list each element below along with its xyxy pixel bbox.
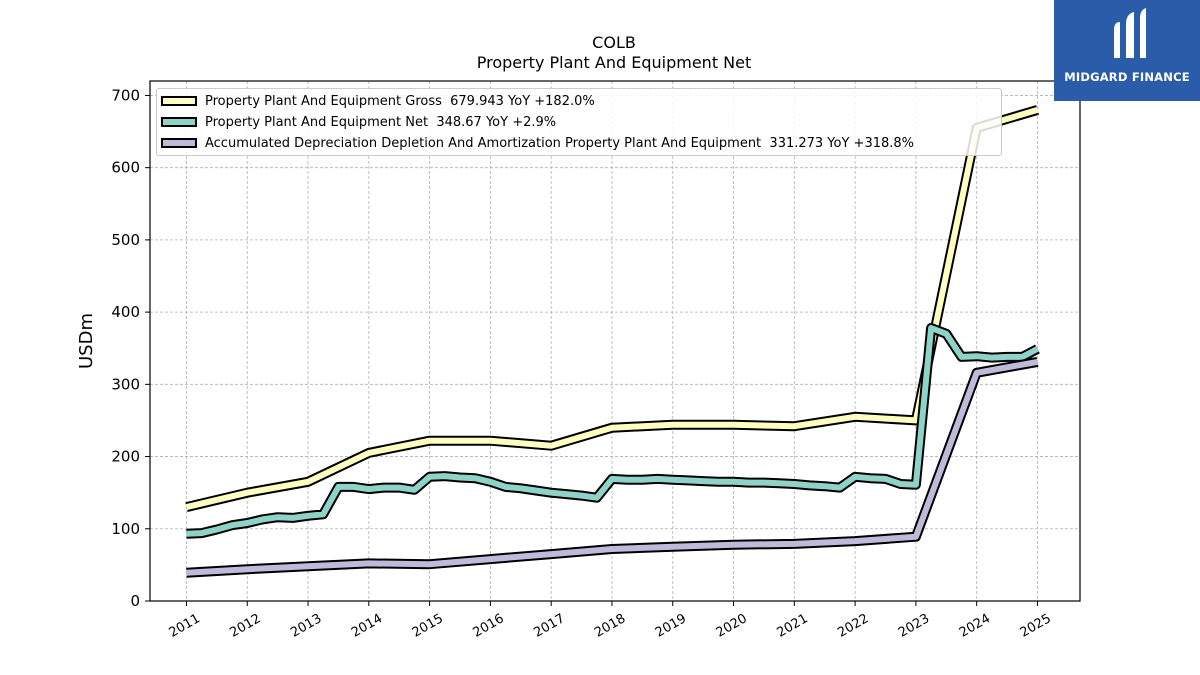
legend-label-gross: Property Plant And Equipment Gross 679.9…: [205, 93, 595, 109]
brand-name: MIDGARD FINANCE: [1064, 70, 1190, 84]
x-tick-label: 2017: [531, 611, 567, 641]
series-line-0: [185, 107, 1039, 511]
plot-frame: [149, 80, 1081, 602]
x-tick-label: 2011: [167, 611, 203, 641]
x-tick-label: 2018: [592, 611, 628, 641]
series-line-1: [186, 325, 1039, 537]
legend-label-net: Property Plant And Equipment Net 348.67 …: [205, 114, 557, 130]
y-tick-label: 700: [111, 86, 140, 104]
chart-subtitle: Property Plant And Equipment Net: [477, 53, 752, 72]
x-tick-label: 2015: [410, 611, 446, 641]
legend-swatch-accumulated: [161, 138, 197, 148]
x-tick-label: 2022: [835, 611, 871, 641]
chart-title: COLB: [592, 33, 636, 52]
legend-item-net: Property Plant And Equipment Net 348.67 …: [161, 114, 556, 130]
y-tick-label: 100: [111, 520, 140, 538]
series-lines: [185, 105, 1040, 578]
y-tick-label: 0: [130, 592, 140, 610]
grid: [150, 81, 1080, 602]
legend-item-accumulated: Accumulated Depreciation Depletion And A…: [161, 135, 914, 151]
legend: Property Plant And Equipment Gross 679.9…: [156, 88, 1002, 156]
axis-ticks: 0 100 200 300 400 500 600 700 2011 2012 2013 2014 20…: [111, 86, 1053, 640]
y-tick-label: 200: [111, 448, 140, 466]
legend-swatch-net: [161, 117, 197, 127]
logo-mark-icon: [1114, 8, 1146, 58]
x-tick-label: 2020: [714, 611, 750, 641]
y-tick-label: 300: [111, 375, 140, 393]
legend-item-gross: Property Plant And Equipment Gross 679.9…: [161, 93, 595, 109]
y-tick-label: 500: [111, 231, 140, 249]
x-tick-label: 2021: [774, 611, 810, 641]
legend-swatch-gross: [161, 96, 197, 106]
x-tick-label: 2023: [896, 611, 932, 641]
y-axis-label: USDm: [76, 313, 97, 369]
x-tick-label: 2012: [227, 611, 263, 641]
x-tick-label: 2019: [653, 611, 689, 641]
x-tick-label: 2013: [288, 611, 324, 641]
x-tick-label: 2016: [471, 611, 507, 641]
x-tick-label: 2014: [349, 611, 385, 641]
x-tick-label: 2025: [1018, 611, 1054, 641]
series-line-2: [186, 358, 1039, 576]
brand-logo: MIDGARD FINANCE: [1054, 0, 1200, 101]
y-tick-label: 400: [111, 303, 140, 321]
y-tick-label: 600: [111, 159, 140, 177]
legend-label-accumulated: Accumulated Depreciation Depletion And A…: [205, 135, 915, 151]
x-tick-label: 2024: [957, 611, 993, 641]
